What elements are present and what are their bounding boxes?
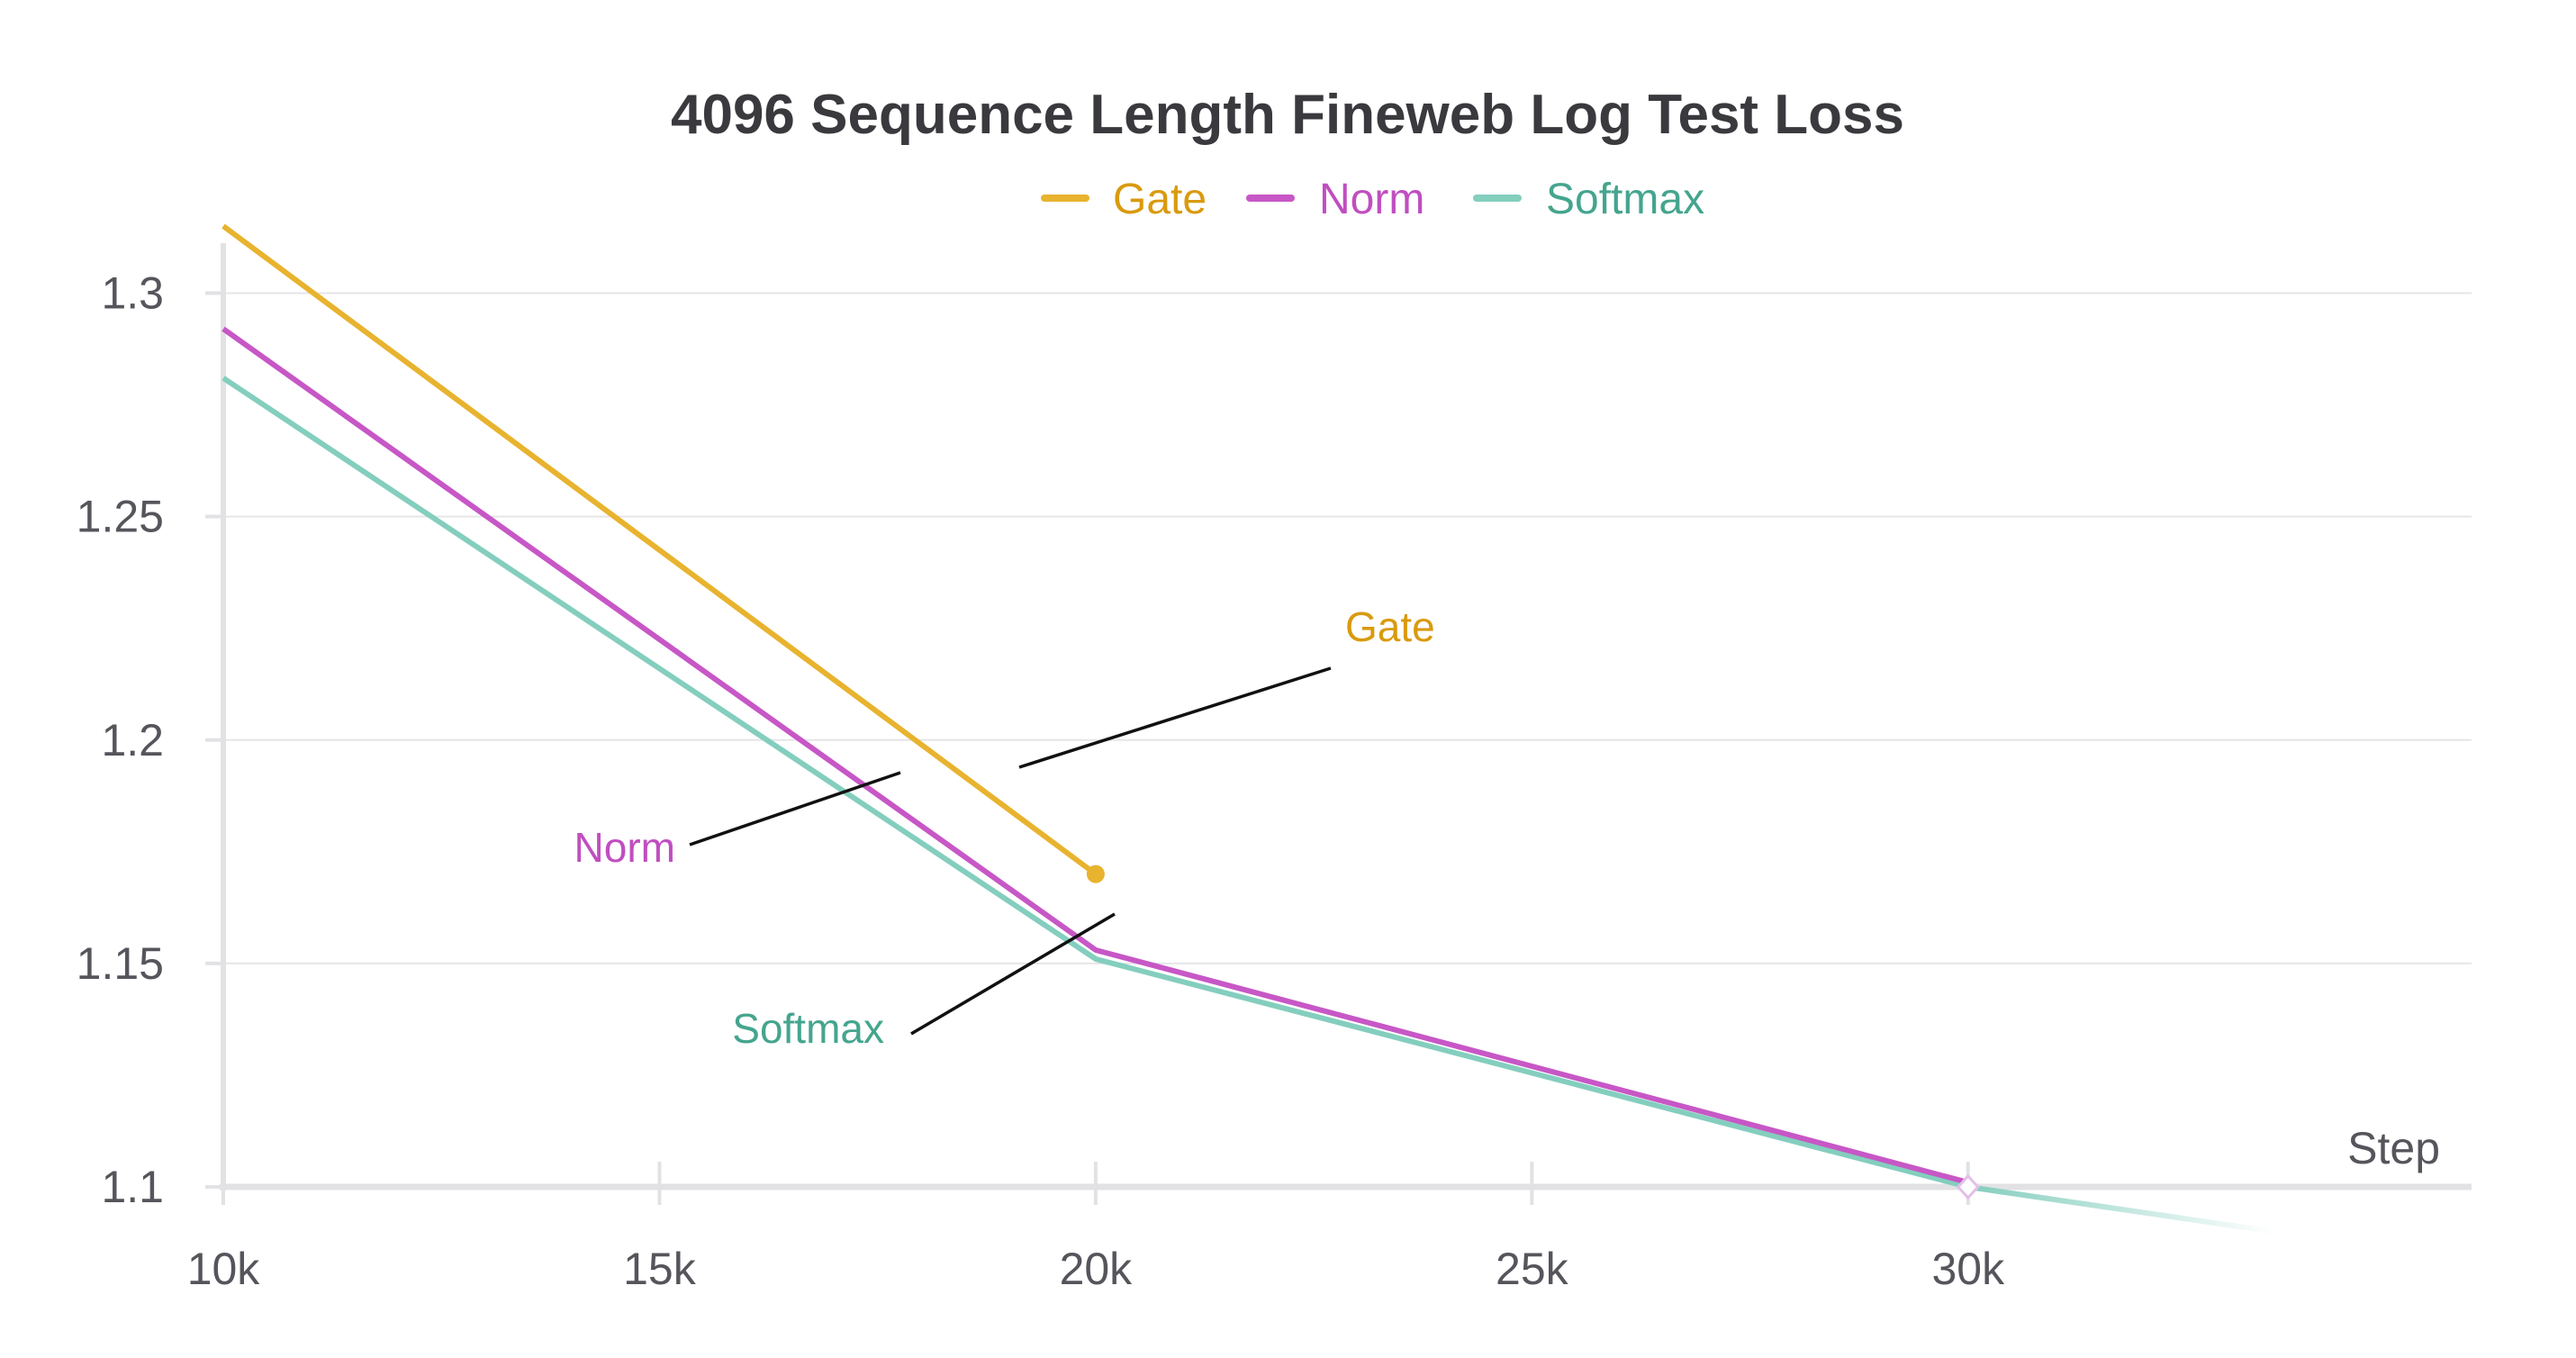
x-axis-title: Step: [2347, 1123, 2440, 1173]
legend-label: Gate: [1113, 176, 1207, 223]
y-tick-label: 1.1: [101, 1162, 164, 1212]
annotation-leader-line: [1018, 666, 1332, 769]
x-tick-label: 25k: [1496, 1244, 1569, 1294]
annotation-norm: Norm: [574, 771, 901, 871]
annotation-label: Gate: [1345, 603, 1435, 650]
series-layer: [221, 223, 2274, 1235]
annotation-gate: Gate: [1018, 603, 1435, 769]
annotation-leader-line: [910, 912, 1116, 1036]
annotation-softmax: Softmax: [732, 912, 1116, 1052]
legend-item-gate[interactable]: Gate: [1041, 176, 1207, 223]
y-tick-label: 1.2: [101, 715, 164, 765]
series-tail-softmax: [1967, 1184, 2274, 1235]
annotation-label: Softmax: [732, 1005, 884, 1052]
point-marker: [1956, 1173, 1980, 1200]
x-tick-label: 10k: [187, 1244, 261, 1294]
legend-label: Norm: [1319, 176, 1424, 223]
legend-item-norm[interactable]: Norm: [1246, 176, 1424, 223]
y-tick-label: 1.3: [101, 268, 164, 319]
series-line-softmax: [221, 376, 1969, 1190]
annotation-leader-line: [689, 771, 901, 846]
grid: [223, 292, 2472, 964]
annotation-label: Norm: [574, 824, 675, 871]
annotations: Gate Norm Softmax: [574, 603, 1435, 1052]
series-line-gate: [221, 223, 1098, 877]
x-tick-label: 30k: [1931, 1244, 2005, 1294]
legend: Gate Norm Softmax: [1041, 176, 1704, 223]
y-tick-label: 1.25: [77, 492, 164, 542]
legend-item-softmax[interactable]: Softmax: [1473, 176, 1704, 223]
series-line-norm: [221, 326, 1969, 1185]
legend-label: Softmax: [1546, 176, 1704, 223]
chart-title: 4096 Sequence Length Fineweb Log Test Lo…: [671, 84, 1904, 146]
x-tick-label: 15k: [623, 1244, 697, 1294]
y-tick-label: 1.15: [77, 938, 164, 989]
axes: 1.1 1.15 1.2 1.25 1.3 10k 15k 20k 25k 30k: [77, 243, 2472, 1294]
series-end-marker-gate: [1086, 865, 1105, 883]
x-tick-label: 20k: [1060, 1244, 1134, 1294]
